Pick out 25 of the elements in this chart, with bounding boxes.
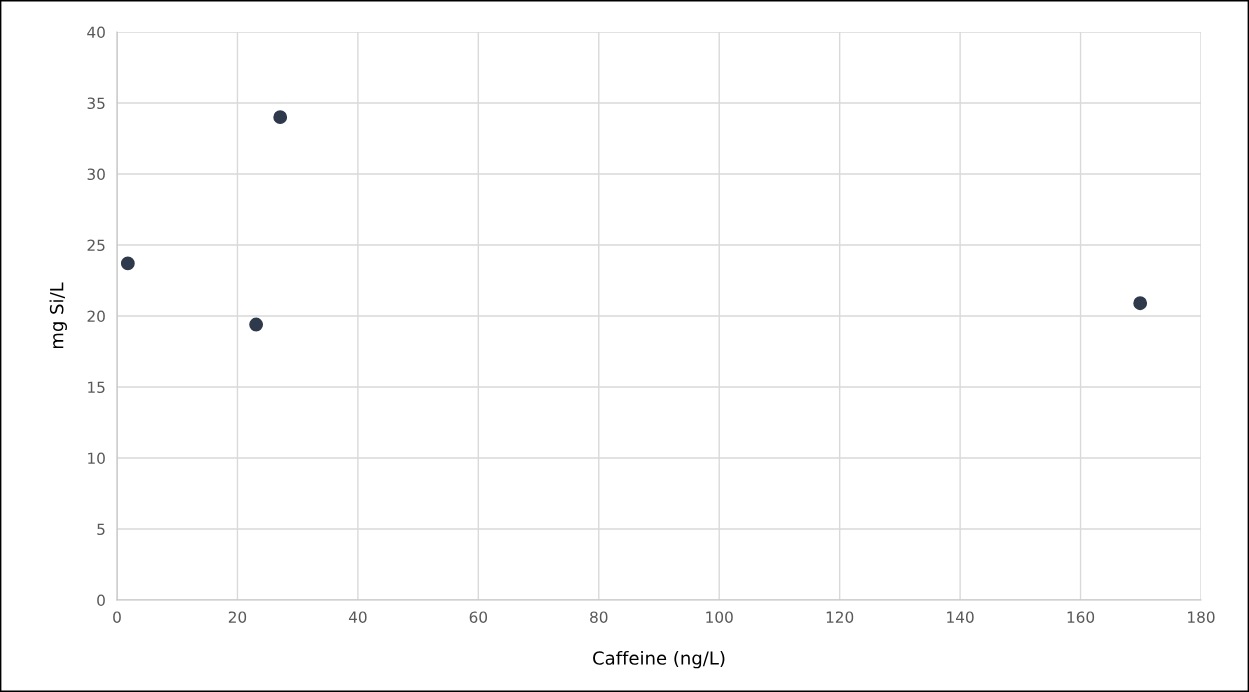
- x-tick-label: 100: [706, 611, 733, 623]
- x-tick-label: 60: [469, 611, 488, 623]
- x-axis-title: Caffeine (ng/L): [593, 650, 725, 669]
- point: [273, 110, 288, 125]
- x-tick-label: 40: [348, 611, 367, 623]
- x-tick-label: 180: [1188, 611, 1215, 623]
- x-tick-label: 140: [947, 611, 974, 623]
- y-tick-label: 0: [97, 594, 105, 607]
- y-tick-label: 20: [87, 310, 105, 323]
- x-tick-label: 160: [1067, 611, 1095, 623]
- y-tick-label: 30: [87, 168, 105, 181]
- y-tick-label: 10: [88, 452, 105, 465]
- x-tick-label: 20: [228, 611, 247, 623]
- y-tick-label: 15: [88, 381, 105, 394]
- point: [249, 317, 264, 332]
- point: [120, 256, 135, 271]
- x-tick-label: 0: [113, 611, 121, 623]
- y-tick-label: 35: [87, 97, 105, 110]
- x-tick-label: 80: [590, 611, 608, 623]
- y-tick-label: 40: [87, 26, 105, 39]
- x-tick-label: 120: [826, 611, 854, 623]
- point: [1133, 296, 1148, 311]
- y-tick-label: 5: [97, 523, 105, 536]
- y-axis-title: mg Si/L: [49, 282, 67, 349]
- y-tick-label: 25: [87, 239, 105, 252]
